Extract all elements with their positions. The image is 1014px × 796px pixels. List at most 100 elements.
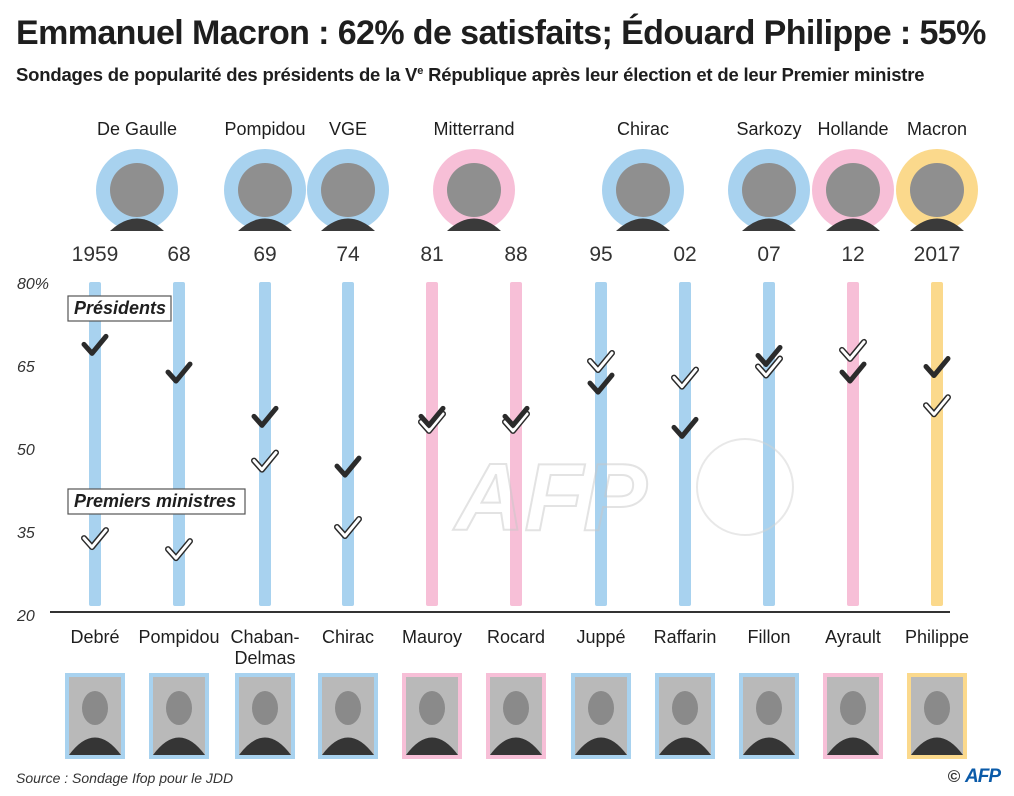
portrait-face bbox=[238, 163, 292, 217]
portrait-face bbox=[447, 163, 501, 217]
pm-portrait bbox=[318, 673, 378, 759]
president-check-69 bbox=[251, 405, 279, 428]
pm-portrait bbox=[823, 673, 883, 759]
pm-check-69 bbox=[251, 449, 279, 473]
president-portrait bbox=[812, 149, 894, 231]
check-inner bbox=[672, 368, 698, 389]
year-label-12: 12 bbox=[841, 243, 864, 266]
pm-name: Debré bbox=[70, 627, 119, 647]
pm-name: Raffarin bbox=[654, 627, 717, 647]
president-portrait bbox=[896, 149, 978, 231]
pm-check-12 bbox=[839, 338, 867, 362]
afp-logo: AFP bbox=[965, 766, 1001, 787]
pm-name-line2: Delmas bbox=[234, 648, 295, 668]
year-label-69: 69 bbox=[253, 243, 276, 266]
pm-check-68 bbox=[165, 538, 193, 562]
check-inner bbox=[503, 412, 529, 433]
president-name: Hollande bbox=[817, 119, 888, 139]
pm-name: Pompidou bbox=[138, 627, 219, 647]
legend-text: Premiers ministres bbox=[74, 491, 236, 511]
pm-shoulders bbox=[575, 737, 627, 755]
subtitle-text-1: Sondages de popularité des présidents de… bbox=[16, 64, 418, 85]
president-name: Chirac bbox=[617, 119, 669, 139]
pm-shoulders bbox=[239, 737, 291, 755]
check-inner bbox=[419, 412, 445, 433]
president-name: De Gaulle bbox=[97, 119, 177, 139]
pm-face bbox=[924, 691, 950, 725]
president-check-12 bbox=[839, 361, 867, 384]
president-name: Mitterrand bbox=[433, 119, 514, 139]
pm-portrait bbox=[655, 673, 715, 759]
pm-shoulders bbox=[659, 737, 711, 755]
pm-shoulders bbox=[406, 737, 458, 755]
pm-check-07 bbox=[755, 355, 783, 379]
pm-face bbox=[82, 691, 108, 725]
y-tick-label: 80% bbox=[17, 276, 49, 293]
pm-face bbox=[252, 691, 278, 725]
y-tick-label: 20 bbox=[16, 608, 35, 625]
pm-face bbox=[166, 691, 192, 725]
president-name: Macron bbox=[907, 119, 967, 139]
pm-face bbox=[588, 691, 614, 725]
pm-face bbox=[756, 691, 782, 725]
pm-portrait bbox=[235, 673, 295, 759]
year-label-81: 81 bbox=[420, 243, 443, 266]
watermark-text: AFP bbox=[453, 444, 648, 551]
president-portrait bbox=[224, 149, 306, 231]
y-tick-label: 35 bbox=[17, 525, 35, 542]
president-name: Pompidou bbox=[224, 119, 305, 139]
president-check-88 bbox=[502, 405, 530, 428]
pm-check-02 bbox=[671, 366, 699, 390]
portrait-shoulders bbox=[616, 218, 670, 231]
portrait-shoulders bbox=[110, 218, 164, 231]
pm-check-2017 bbox=[923, 394, 951, 418]
pm-check-81 bbox=[418, 410, 446, 434]
pm-portrait bbox=[65, 673, 125, 759]
president-name: VGE bbox=[329, 119, 367, 139]
check-inner bbox=[588, 351, 614, 372]
president-portrait bbox=[433, 149, 515, 231]
year-label-95: 95 bbox=[589, 243, 612, 266]
pm-shoulders bbox=[490, 737, 542, 755]
portrait-face bbox=[742, 163, 796, 217]
copyright: © bbox=[947, 767, 961, 786]
year-label-88: 88 bbox=[504, 243, 527, 266]
portrait-shoulders bbox=[447, 218, 501, 231]
pm-portrait bbox=[739, 673, 799, 759]
pm-name: Ayrault bbox=[825, 627, 881, 647]
check-inner bbox=[335, 517, 361, 538]
check-inner bbox=[166, 539, 192, 560]
check-inner bbox=[756, 357, 782, 378]
pm-name: Mauroy bbox=[402, 627, 462, 647]
chart-title: Emmanuel Macron : 62% de satisfaits; Édo… bbox=[16, 14, 986, 52]
afp-watermark: AFP bbox=[452, 438, 794, 552]
president-check-68 bbox=[165, 361, 193, 384]
afp-credit: © AFP bbox=[947, 766, 1001, 788]
portrait-face bbox=[616, 163, 670, 217]
column-bar-88 bbox=[510, 282, 522, 606]
legend-pm: Premiers ministres bbox=[67, 488, 246, 515]
column-bar-12 bbox=[847, 282, 859, 606]
check-inner bbox=[82, 528, 108, 549]
pm-shoulders bbox=[743, 737, 795, 755]
pm-name: Chirac bbox=[322, 627, 374, 647]
pm-portrait bbox=[486, 673, 546, 759]
legend-presidents: Présidents bbox=[67, 295, 172, 322]
pm-check-88 bbox=[502, 410, 530, 434]
column-bar-02 bbox=[679, 282, 691, 606]
portrait-shoulders bbox=[910, 218, 964, 231]
pm-portrait bbox=[149, 673, 209, 759]
y-tick-label: 65 bbox=[17, 359, 35, 376]
pm-portrait bbox=[907, 673, 967, 759]
president-check-1959 bbox=[81, 333, 109, 356]
legend-text: Présidents bbox=[74, 298, 166, 318]
column-bar-1959 bbox=[89, 282, 101, 606]
subtitle-text-2: République après leur élection et de leu… bbox=[423, 64, 925, 85]
pm-check-1959 bbox=[81, 527, 109, 551]
pm-name: Chaban- bbox=[230, 627, 299, 647]
portrait-shoulders bbox=[238, 218, 292, 231]
president-portrait bbox=[728, 149, 810, 231]
year-label-2017: 2017 bbox=[914, 243, 961, 266]
pm-check-95 bbox=[587, 350, 615, 373]
